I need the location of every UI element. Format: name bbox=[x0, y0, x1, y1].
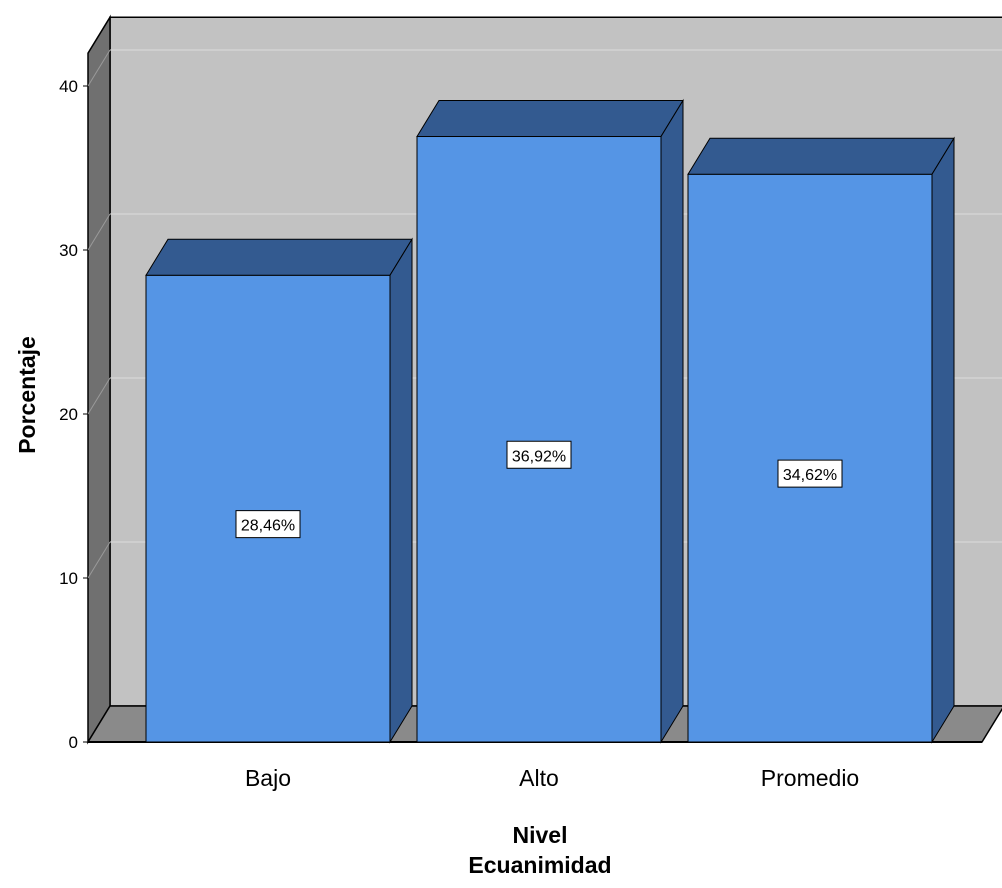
x-category-label: Bajo bbox=[245, 765, 291, 791]
data-label-box bbox=[235, 510, 301, 539]
x-category-label: Alto bbox=[519, 765, 559, 791]
bar-top bbox=[145, 238, 413, 276]
data-label-box bbox=[777, 459, 843, 488]
bar-side bbox=[931, 136, 955, 744]
y-tick-label: 30 bbox=[59, 241, 78, 260]
gridline-side bbox=[87, 377, 111, 415]
data-label-box bbox=[506, 440, 572, 469]
x-category-label: Promedio bbox=[761, 765, 859, 791]
y-axis-title: Porcentaje bbox=[14, 336, 40, 454]
gridline-side bbox=[87, 49, 111, 87]
bar-side bbox=[389, 237, 413, 744]
gridline-side bbox=[87, 541, 111, 579]
y-tick-label: 40 bbox=[59, 77, 78, 96]
bar-promedio: 34,62% bbox=[687, 136, 955, 744]
bar-bajo: 28,46% bbox=[145, 237, 413, 744]
x-axis-title-line-1: Nivel bbox=[513, 822, 568, 848]
bar-alto: 36,92% bbox=[416, 98, 684, 744]
data-label: 36,92% bbox=[512, 448, 566, 465]
bars: 28,46% 36,92% 34,62% bbox=[145, 98, 955, 744]
y-tick-label: 10 bbox=[59, 569, 78, 588]
y-axis-ticks: 0 10 20 30 40 bbox=[59, 77, 88, 752]
y-tick-label: 0 bbox=[69, 733, 78, 752]
bar-side bbox=[660, 98, 684, 744]
data-label: 28,46% bbox=[241, 518, 295, 535]
bar-front bbox=[145, 274, 391, 743]
x-axis-title-line-2: Ecuanimidad bbox=[468, 852, 611, 878]
side-wall bbox=[87, 14, 111, 745]
y-tick-label: 20 bbox=[59, 405, 78, 424]
bar-front bbox=[687, 173, 933, 743]
bar-front bbox=[416, 136, 662, 743]
bar-top bbox=[687, 137, 955, 175]
gridline-side bbox=[87, 213, 111, 251]
data-label: 34,62% bbox=[783, 467, 837, 484]
bar-top bbox=[416, 100, 684, 138]
x-axis-labels: Bajo Alto Promedio bbox=[245, 765, 859, 791]
